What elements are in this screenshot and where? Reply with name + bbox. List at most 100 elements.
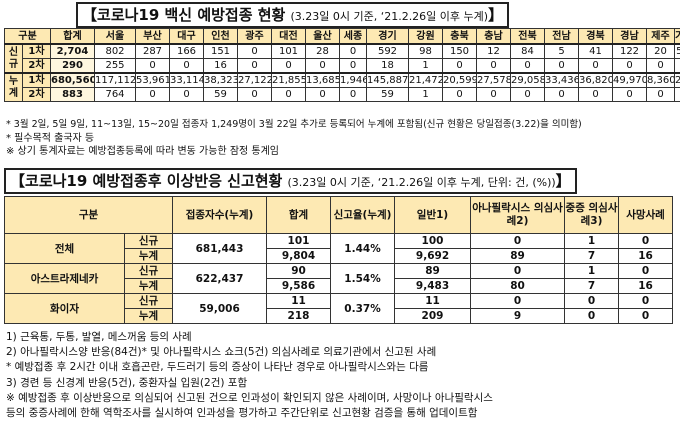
- table-cell: 0: [578, 58, 613, 74]
- table-cell: 90: [266, 263, 332, 279]
- table-cell: 0: [618, 293, 674, 309]
- table-cell: 7: [564, 248, 620, 264]
- vaccination-status-title: 【코로나19 백신 예방접종 현황 (3.23일 0시 기준, ‘21.2.26…: [76, 2, 510, 28]
- table-row: 신규 1차 2,704 802 287 166 151 0 101 28 0 592 98 150 12 84…: [4, 43, 680, 74]
- table-cell: 20: [646, 43, 675, 59]
- table-cell: 41: [578, 43, 613, 59]
- column-header: 신고율(누계): [330, 196, 396, 234]
- table-cell: 27,578: [476, 72, 511, 88]
- table-row: 전체 신규 681,443 101 1.44% 100 0 1 0: [4, 233, 674, 264]
- dose-label: 2차: [22, 58, 51, 74]
- column-header: 대전: [271, 28, 306, 45]
- table-cell: 122: [612, 43, 647, 59]
- table-cell: 0: [470, 233, 566, 249]
- table-cell: 0: [476, 87, 511, 102]
- table-cell: 1,946: [339, 72, 367, 88]
- column-header: 서울: [94, 28, 136, 45]
- table-cell: 0: [510, 87, 545, 102]
- table-cell: 0: [510, 58, 545, 74]
- table-cell: 0: [305, 58, 340, 74]
- table-cell: 0: [578, 87, 613, 102]
- table-cell: 16: [618, 278, 674, 294]
- table-cell: 0: [646, 87, 675, 102]
- table-cell: 50: [674, 43, 680, 59]
- table-cell: 0: [237, 43, 272, 59]
- table-cell: 0: [564, 308, 620, 324]
- note-line: * 필수목적 출국자 등: [6, 132, 95, 144]
- table-cell: 9,586: [266, 278, 332, 294]
- report-rate: 1.44%: [330, 233, 396, 264]
- column-header: 구분: [3, 196, 174, 234]
- table-cell: 98: [408, 43, 443, 59]
- table-cell: 117,112: [94, 72, 136, 88]
- group-label: 누계: [4, 72, 23, 102]
- vaccination-status-table: 구분합계서울부산대구인천광주대전울산세종경기강원충북충남전북전남경북경남제주기타…: [4, 28, 680, 102]
- column-header: 접종자수(누계): [172, 196, 268, 234]
- column-header: 충남: [476, 28, 511, 45]
- vaccination-notes: * 3월 2일, 5일 9일, 11~13일, 15~20일 접종자 1,249…: [6, 118, 582, 159]
- vaccinated-count: 622,437: [172, 263, 268, 294]
- table-row: 아스트라제네카 신규 622,437 90 1.54% 89 0 1 0: [4, 263, 674, 294]
- table-cell: 0: [612, 58, 647, 74]
- table-cell: 11: [394, 293, 472, 309]
- note-line: ※ 상기 통계자료는 예방접종등록에 따라 변동 가능한 잠정 통계임: [6, 146, 280, 157]
- column-header: 전북: [510, 28, 545, 45]
- table-cell: 209: [394, 308, 472, 324]
- title-bracket-close: 】: [555, 172, 571, 190]
- table-cell: 166: [169, 43, 204, 59]
- footnote-line: ※ 예방접종 후 이상반응으로 의심되어 신고된 건으로 인과성이 확인되지 않…: [6, 391, 493, 404]
- table-cell: 16: [618, 248, 674, 264]
- table-cell: 0: [305, 87, 340, 102]
- table-cell: 262: [674, 72, 680, 88]
- table-cell: 0: [339, 87, 367, 102]
- table-cell: 9: [470, 308, 566, 324]
- column-header: 충북: [442, 28, 477, 45]
- dose-label: 1차: [22, 72, 51, 88]
- footnote-line: * 예방접종 후 2시간 이내 호흡곤란, 두드러기 등의 증상이 나타난 경우…: [6, 361, 429, 374]
- period-label: 누계: [123, 308, 174, 324]
- adverse-reaction-title: 【코로나19 예방접종후 이상반응 신고현황 (3.23일 0시 기준, ‘21…: [4, 168, 577, 194]
- period-label: 신규: [123, 293, 174, 309]
- table-cell: 0: [618, 233, 674, 249]
- table-cell: 20,599: [442, 72, 477, 88]
- column-header: 대구: [169, 28, 204, 45]
- table-cell: 101: [266, 233, 332, 249]
- table-row: 화이자 신규 59,006 11 0.37% 11 0 0 0: [4, 293, 674, 324]
- table-cell: 255: [94, 58, 136, 74]
- column-header: 중증 의심사례3): [564, 196, 620, 234]
- table-cell: 0: [612, 87, 647, 102]
- table-cell: 0: [544, 58, 579, 74]
- table-cell: 16: [203, 58, 238, 74]
- column-header: 세종: [339, 28, 367, 45]
- table-cell: 33,114: [169, 72, 204, 88]
- column-header: 전남: [544, 28, 579, 45]
- table-cell: 0: [237, 58, 272, 74]
- table-cell: 1: [564, 233, 620, 249]
- table-cell: 151: [203, 43, 238, 59]
- note-line: * 3월 2일, 5일 9일, 11~13일, 15~20일 접종자 1,249…: [6, 119, 582, 130]
- footnote-line: 등의 중증사례에 한해 역학조사를 실시하여 인과성을 평가하고 주간단위로 신…: [6, 407, 478, 420]
- report-rate: 0.37%: [330, 293, 396, 324]
- period-label: 누계: [123, 278, 174, 294]
- group-label: 신규: [4, 43, 23, 74]
- table-cell: 2,704: [50, 43, 95, 59]
- table-cell: 13,685: [305, 72, 340, 88]
- table-cell: 0: [339, 58, 367, 74]
- title-bracket-open: 【: [82, 6, 98, 24]
- table-cell: 0: [618, 263, 674, 279]
- table-header-row: 구분 접종자수(누계) 합계 신고율(누계) 일반1) 아나필락시스 의심사례2) 중증 의…: [3, 196, 674, 234]
- footnote-line: 1) 근육통, 두통, 발열, 메스꺼움 등의 사례: [6, 331, 192, 343]
- column-header: 인천: [203, 28, 238, 45]
- column-header: 구분: [4, 28, 51, 45]
- footnote-line: 3) 경련 등 신경계 반응(5건), 중환자실 입원(2건) 포함: [6, 376, 248, 389]
- table-cell: 0: [470, 263, 566, 279]
- vaccination-status-title-main: 코로나19 백신 예방접종 현황: [97, 6, 286, 24]
- column-header: 광주: [237, 28, 272, 45]
- table-cell: 0: [169, 87, 204, 102]
- vaccine-label: 화이자: [4, 293, 125, 324]
- column-header: 합계: [50, 28, 95, 45]
- vaccination-status-title-sub: (3.23일 0시 기준, ‘21.2.26일 이후 누계): [290, 10, 489, 23]
- table-row: 2차8837640059000059100000000: [5, 87, 680, 102]
- table-cell: 100: [394, 233, 472, 249]
- dose-label: 1차: [22, 43, 51, 59]
